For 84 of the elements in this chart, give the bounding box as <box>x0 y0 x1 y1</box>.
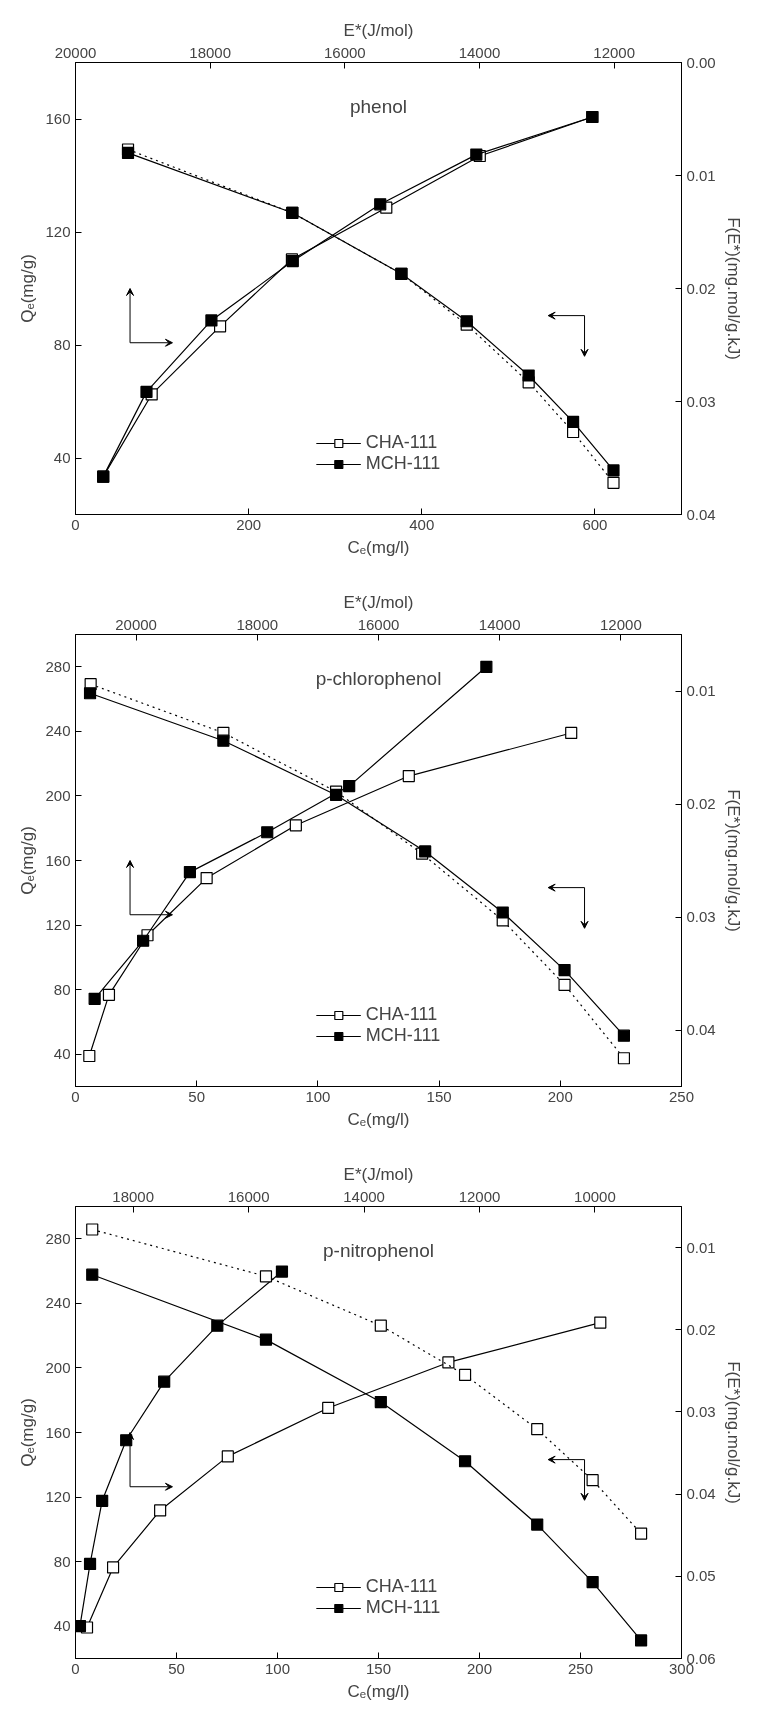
y-tick-label: 160 <box>45 110 71 127</box>
x-tick-label: 14000 <box>458 43 501 61</box>
y-tick-label: 200 <box>45 1358 71 1376</box>
y-tick-label: 0.01 <box>686 682 716 699</box>
x-tick-label: 10000 <box>574 1187 616 1205</box>
x-tick-label: 18000 <box>189 43 232 61</box>
x-tick-label: 200 <box>466 1659 493 1677</box>
y-tick-label: 40 <box>53 1617 71 1635</box>
x-tick-label: 12000 <box>593 43 636 61</box>
text: p-chlorophenol <box>315 667 442 689</box>
x-tick-label: 0 <box>71 1087 80 1105</box>
x-tick-label: 16000 <box>227 1187 270 1205</box>
legend-label: MCH-111 <box>365 453 441 474</box>
y-tick-label: 0.03 <box>686 1402 716 1420</box>
y-axis-title: F(E*)(mg.mol/g.kJ) <box>723 1361 743 1504</box>
x-tick-label: 20000 <box>115 615 157 633</box>
y-tick-label: 0.02 <box>686 1320 716 1338</box>
y-tick-label: 0.01 <box>686 1238 716 1256</box>
x-tick-label: 50 <box>168 1659 185 1677</box>
x-tick-label: 150 <box>426 1087 452 1105</box>
x-tick-label: 50 <box>188 1087 206 1105</box>
y-tick-label: 0.04 <box>686 1021 716 1038</box>
x-axis-title: Cₑ(mg/l) <box>347 1109 410 1129</box>
x-tick-label: 150 <box>365 1659 392 1677</box>
x-tick-label: 100 <box>305 1087 331 1105</box>
x-tick-label: 20000 <box>54 43 97 61</box>
y-tick-label: 0.02 <box>686 795 716 812</box>
x-tick-label: 14000 <box>478 615 521 633</box>
y-tick-label: 160 <box>45 851 71 869</box>
x-tick-label: 16000 <box>323 43 366 61</box>
x-tick-label: 12000 <box>458 1187 501 1205</box>
legend-label: CHA-111 <box>365 432 438 453</box>
y-axis-title: F(E*)(mg.mol/g.kJ) <box>723 217 743 360</box>
text: phenol <box>349 95 408 117</box>
legend-label: MCH-111 <box>365 1597 441 1618</box>
x-axis-title: Cₑ(mg/l) <box>347 1681 410 1701</box>
x-tick-label: 200 <box>547 1087 573 1105</box>
text: p-nitrophenol <box>323 1239 434 1261</box>
x-tick-label: 12000 <box>600 615 642 633</box>
y-tick-label: 40 <box>53 1045 71 1063</box>
x-tick-label: 14000 <box>343 1187 385 1205</box>
legend-label: CHA-111 <box>365 1004 438 1025</box>
x-tick-label: 0 <box>71 515 80 533</box>
x-tick-label: 0 <box>71 1659 80 1677</box>
x-tick-label: 100 <box>264 1659 291 1677</box>
x-axis-title: Cₑ(mg/l) <box>347 537 410 557</box>
legend-label: MCH-111 <box>365 1025 441 1046</box>
y-tick-label: 0.01 <box>686 166 716 184</box>
y-tick-label: 0.04 <box>686 505 716 523</box>
y-axis-title: F(E*)(mg.mol/g.kJ) <box>723 789 743 932</box>
y-tick-label: 120 <box>45 916 71 934</box>
x-tick-label: 16000 <box>357 615 400 633</box>
y-tick-label: 160 <box>45 1423 71 1441</box>
y-tick-label: 80 <box>53 336 71 353</box>
x-tick-label: 600 <box>582 515 608 533</box>
y-tick-label: 0.04 <box>686 1485 716 1503</box>
y-axis-title: Qₑ(mg/g) <box>18 254 38 323</box>
x-tick-label: 200 <box>236 515 262 533</box>
y-tick-label: 240 <box>45 722 71 740</box>
y-tick-label: 80 <box>53 1552 71 1570</box>
y-tick-label: 0.03 <box>686 908 716 925</box>
y-tick-label: 0.02 <box>686 279 716 297</box>
y-tick-label: 120 <box>45 223 71 240</box>
y-tick-label: 80 <box>53 980 71 998</box>
y-tick-label: 40 <box>53 449 71 466</box>
x-tick-label: 250 <box>668 1087 695 1105</box>
y-tick-label: 120 <box>45 1488 71 1506</box>
y-tick-label: 280 <box>45 657 71 675</box>
x-tick-label: 400 <box>409 515 435 533</box>
y-tick-label: 0.00 <box>686 53 716 71</box>
x-axis-title: E*(J/mol) <box>343 592 414 612</box>
y-tick-label: 280 <box>45 1229 71 1247</box>
x-axis-title: E*(J/mol) <box>343 1164 414 1184</box>
x-tick-label: 250 <box>567 1659 594 1677</box>
y-axis-title: Qₑ(mg/g) <box>18 1398 38 1467</box>
y-tick-label: 200 <box>45 786 71 804</box>
y-tick-label: 0.03 <box>686 392 716 410</box>
y-tick-label: 240 <box>45 1294 71 1312</box>
x-tick-label: 18000 <box>236 615 279 633</box>
x-axis-title: E*(J/mol) <box>343 20 414 40</box>
y-axis-title: Qₑ(mg/g) <box>18 826 38 895</box>
x-tick-label: 18000 <box>112 1187 155 1205</box>
y-tick-label: 0.05 <box>686 1567 716 1585</box>
legend-label: CHA-111 <box>365 1576 438 1597</box>
